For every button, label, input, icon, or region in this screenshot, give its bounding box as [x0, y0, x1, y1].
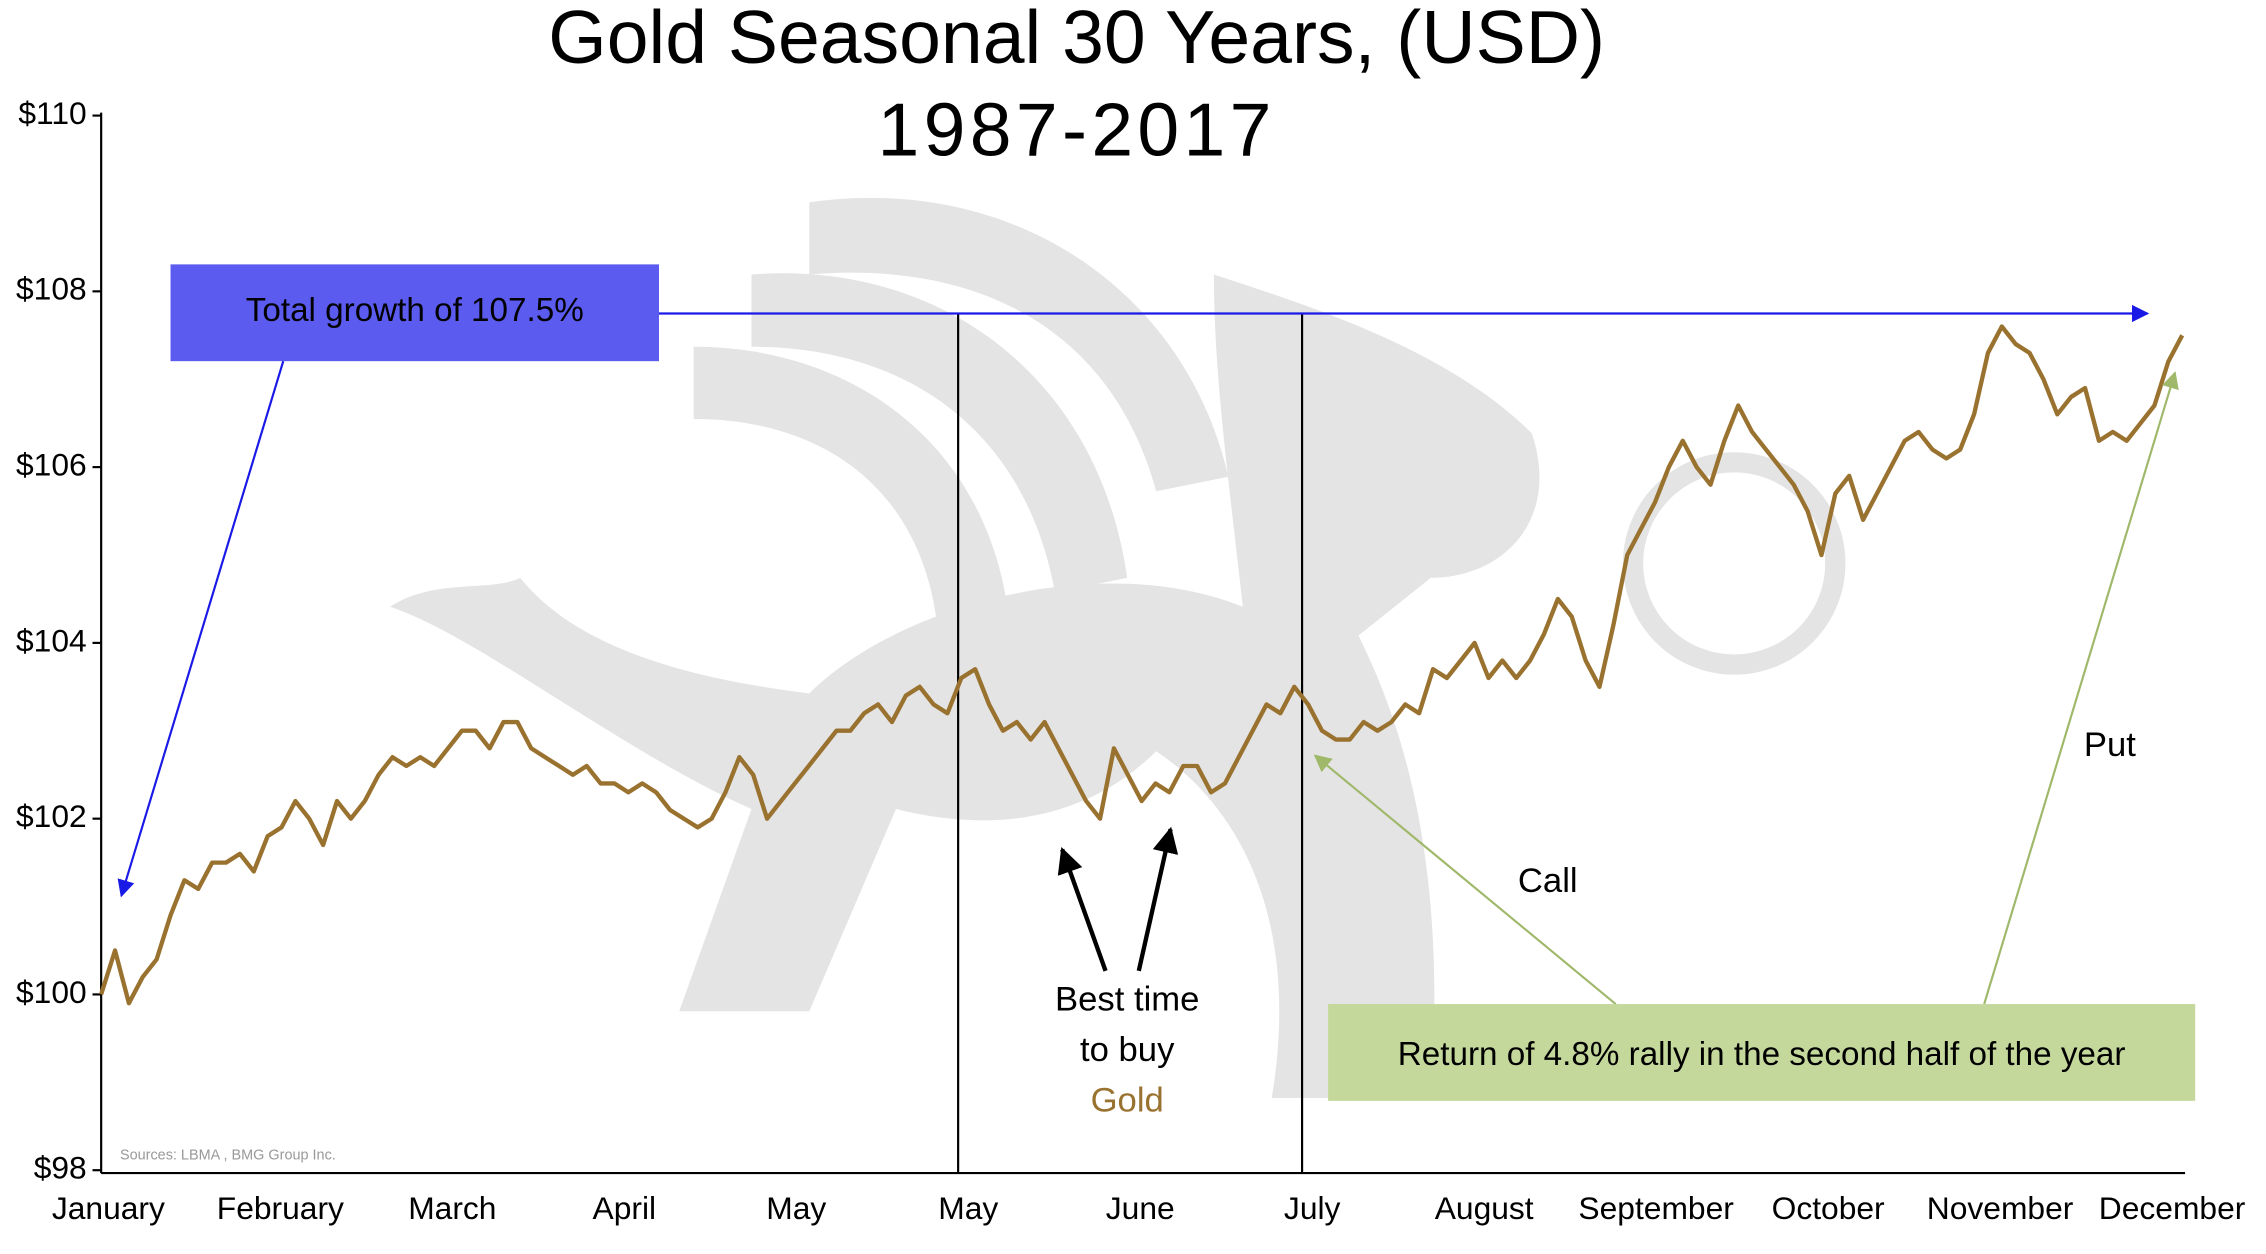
- callout-box: [1328, 1004, 2196, 1101]
- annotation: Return of 4.8% rally in the second half …: [1398, 1036, 2126, 1073]
- y-tick-label: $108: [16, 271, 87, 307]
- x-tick-label: March: [408, 1190, 496, 1226]
- arrow: [1136, 826, 1179, 972]
- x-tick-label: May: [766, 1190, 826, 1226]
- y-tick-label: $102: [16, 798, 87, 834]
- chart-subtitle: 1987-2017: [877, 88, 1275, 172]
- source-note: Sources: LBMA , BMG Group Inc.: [120, 1148, 336, 1164]
- annotation: Best time: [1055, 980, 1199, 1018]
- x-tick-label: January: [52, 1190, 165, 1226]
- y-tick-label: $98: [34, 1150, 87, 1186]
- x-tick-label: February: [217, 1190, 344, 1226]
- x-tick-label: November: [1927, 1190, 2074, 1226]
- annotation: Put: [2084, 726, 2136, 764]
- arrow: [1313, 754, 1617, 1005]
- callout-box: [170, 264, 659, 362]
- x-tick-label: May: [938, 1190, 998, 1226]
- x-tick-label: December: [2099, 1190, 2246, 1226]
- x-tick-label: April: [593, 1190, 657, 1226]
- annotation: Call: [1518, 862, 1578, 900]
- watermark: [390, 197, 1846, 1098]
- chart-title: Gold Seasonal 30 Years, (USD): [548, 0, 1605, 79]
- x-tick-label: September: [1578, 1190, 1734, 1226]
- arrow: [1057, 847, 1108, 972]
- x-tick-label: June: [1106, 1190, 1175, 1226]
- annotation: to buy: [1080, 1031, 1175, 1069]
- arrow: [1983, 371, 2179, 1005]
- arrow: [117, 360, 285, 898]
- x-tick-label: July: [1284, 1190, 1341, 1226]
- x-tick-label: August: [1435, 1190, 1534, 1226]
- x-tick-label: October: [1772, 1190, 1885, 1226]
- y-tick-label: $104: [16, 622, 87, 658]
- y-tick-label: $106: [16, 447, 87, 483]
- y-tick-label: $100: [16, 974, 87, 1010]
- y-tick-label: $110: [18, 95, 86, 131]
- annotation: Gold: [1091, 1081, 1164, 1119]
- annotation: Total growth of 107.5%: [246, 292, 584, 329]
- line-series: [99, 324, 2185, 1006]
